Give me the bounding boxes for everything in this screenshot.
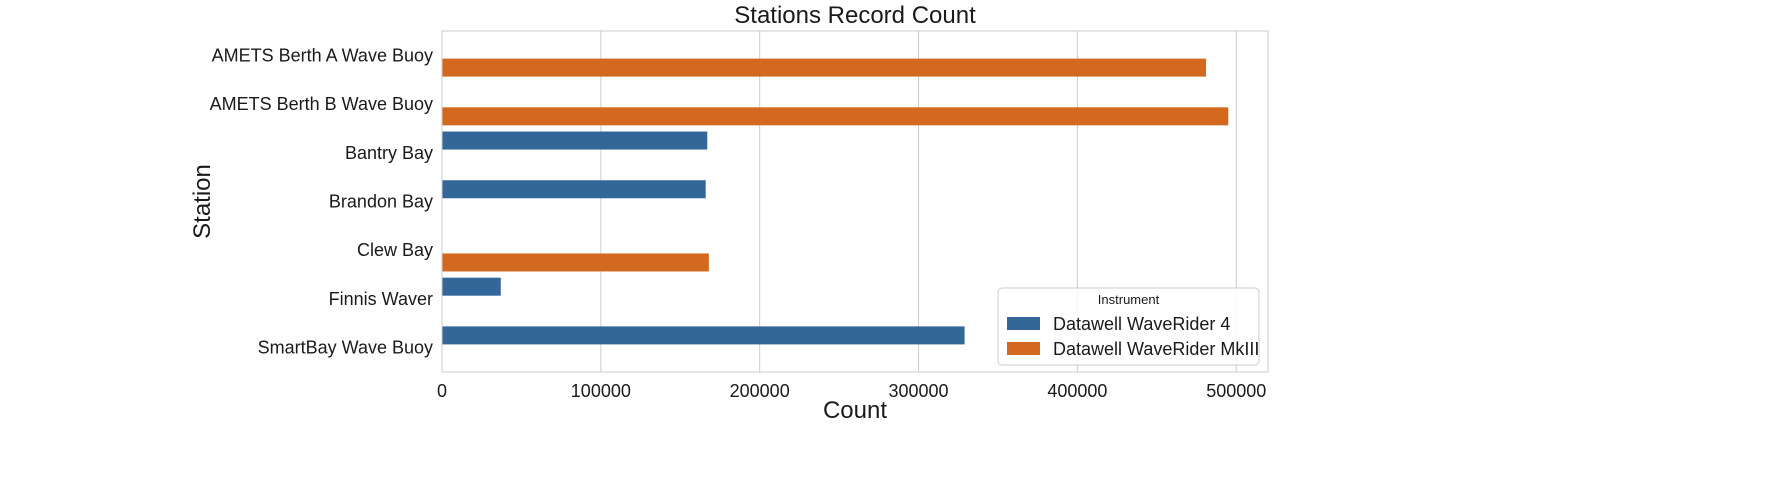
legend-items: Datawell WaveRider 4 Datawell WaveRider M… xyxy=(1007,314,1259,359)
bar xyxy=(442,107,1229,126)
x-tick-label: 400000 xyxy=(1047,381,1107,401)
legend-swatch xyxy=(1007,342,1040,355)
bar xyxy=(442,253,709,272)
x-tick-label: 200000 xyxy=(730,381,790,401)
y-tick-label: Bantry Bay xyxy=(345,143,433,163)
legend: Instrument Datawell WaveRider 4Datawell … xyxy=(997,287,1260,366)
plot-frame xyxy=(441,30,1269,373)
bar xyxy=(442,277,501,296)
bar xyxy=(442,326,965,345)
y-tick-label: Brandon Bay xyxy=(329,192,433,212)
legend-label: Datawell WaveRider MkIII xyxy=(1053,339,1259,359)
legend-title: Instrument xyxy=(1098,292,1160,307)
y-tick-label: SmartBay Wave Buoy xyxy=(258,338,433,358)
x-tick-labels: 0 100000 200000 300000 400000 500000 xyxy=(437,381,1266,401)
bar xyxy=(442,131,708,150)
x-tick-label: 300000 xyxy=(888,381,948,401)
x-tick-label: 100000 xyxy=(571,381,631,401)
x-axis-label: Count xyxy=(823,397,887,424)
bar xyxy=(442,58,1207,77)
legend-swatch xyxy=(1007,317,1040,330)
chart-title: Stations Record Count xyxy=(734,2,976,29)
y-axis-label: Station xyxy=(189,164,216,239)
y-tick-label: AMETS Berth B Wave Buoy xyxy=(210,94,433,114)
y-tick-label: Clew Bay xyxy=(357,240,433,260)
y-tick-label: AMETS Berth A Wave Buoy xyxy=(212,45,433,65)
bar xyxy=(442,180,706,199)
y-tick-label: Finnis Waver xyxy=(329,289,433,309)
y-tick-labels: AMETS Berth A Wave Buoy AMETS Berth B Wav… xyxy=(210,45,433,357)
x-tick-label: 0 xyxy=(437,381,447,401)
bars xyxy=(442,58,1229,345)
legend-label: Datawell WaveRider 4 xyxy=(1053,314,1230,334)
legend-box xyxy=(997,287,1260,366)
x-tick-label: 500000 xyxy=(1206,381,1266,401)
